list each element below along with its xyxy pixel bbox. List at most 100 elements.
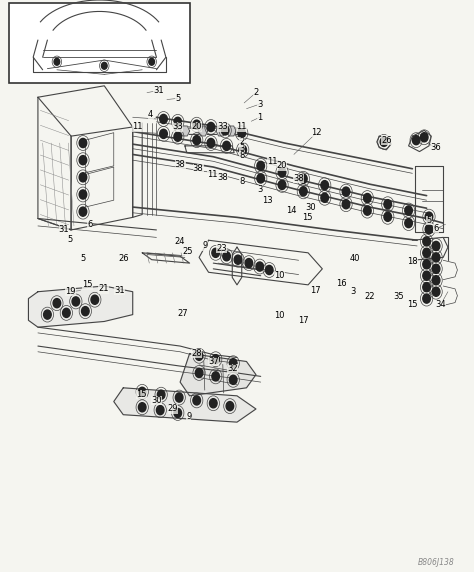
Circle shape — [101, 62, 107, 69]
Circle shape — [223, 252, 230, 261]
Circle shape — [423, 260, 430, 269]
Text: 6: 6 — [433, 224, 439, 233]
Circle shape — [423, 283, 430, 292]
Text: 10: 10 — [274, 311, 285, 320]
Text: 8: 8 — [239, 151, 245, 160]
Circle shape — [229, 359, 237, 368]
Text: 9: 9 — [186, 412, 191, 421]
Text: 33: 33 — [218, 122, 228, 132]
Text: 27: 27 — [177, 309, 188, 318]
Circle shape — [300, 186, 307, 196]
Circle shape — [193, 120, 201, 129]
Circle shape — [212, 355, 219, 364]
Text: 5: 5 — [80, 254, 86, 263]
Text: 11: 11 — [207, 170, 218, 179]
Text: 2: 2 — [253, 88, 259, 97]
Circle shape — [265, 265, 273, 275]
Text: 36: 36 — [431, 143, 441, 152]
Text: 8: 8 — [239, 177, 245, 186]
Text: 5: 5 — [426, 216, 432, 225]
Circle shape — [175, 393, 183, 402]
Circle shape — [149, 58, 155, 65]
Text: 38: 38 — [175, 160, 185, 169]
Text: 26: 26 — [118, 254, 128, 263]
Circle shape — [63, 308, 70, 317]
Text: 13: 13 — [263, 196, 273, 205]
Circle shape — [212, 372, 219, 381]
Text: 26: 26 — [381, 136, 392, 145]
Text: 15: 15 — [136, 390, 146, 399]
Text: 3: 3 — [257, 185, 263, 194]
Circle shape — [423, 237, 430, 246]
Circle shape — [423, 294, 430, 303]
Circle shape — [256, 262, 264, 271]
Circle shape — [221, 126, 229, 135]
Circle shape — [79, 138, 87, 148]
Text: 17: 17 — [310, 286, 320, 295]
Text: 38: 38 — [193, 164, 203, 173]
Circle shape — [229, 375, 237, 384]
Text: 5: 5 — [67, 235, 73, 244]
Circle shape — [160, 114, 167, 124]
Circle shape — [195, 368, 203, 378]
Circle shape — [138, 387, 146, 396]
Circle shape — [423, 248, 430, 257]
Polygon shape — [180, 126, 190, 136]
Text: 32: 32 — [227, 364, 237, 374]
Circle shape — [195, 351, 203, 360]
Text: 3: 3 — [257, 100, 263, 109]
Text: 31: 31 — [154, 86, 164, 95]
Text: 11: 11 — [132, 122, 143, 132]
Circle shape — [174, 408, 182, 418]
Circle shape — [138, 403, 146, 412]
Circle shape — [321, 193, 328, 202]
Circle shape — [380, 137, 388, 146]
Circle shape — [245, 259, 253, 268]
Text: 14: 14 — [286, 206, 297, 215]
Circle shape — [432, 253, 440, 262]
Circle shape — [342, 187, 350, 196]
Circle shape — [423, 271, 430, 280]
Polygon shape — [227, 126, 236, 136]
Text: 11: 11 — [237, 122, 247, 132]
Circle shape — [82, 307, 89, 316]
Circle shape — [425, 225, 433, 234]
Polygon shape — [28, 286, 133, 327]
Text: 11: 11 — [267, 157, 278, 166]
Text: 3: 3 — [239, 144, 245, 153]
Text: 38: 38 — [293, 174, 304, 183]
Text: B806J138: B806J138 — [418, 558, 455, 567]
Text: 6: 6 — [87, 220, 93, 229]
Text: 5: 5 — [175, 94, 181, 103]
Circle shape — [239, 145, 246, 154]
Text: 15: 15 — [407, 300, 418, 309]
Text: 38: 38 — [218, 173, 228, 182]
Text: 4: 4 — [148, 110, 154, 119]
Circle shape — [174, 132, 182, 141]
Circle shape — [432, 264, 440, 273]
Circle shape — [238, 129, 246, 138]
Circle shape — [72, 297, 80, 306]
Text: 10: 10 — [274, 271, 285, 280]
Text: 40: 40 — [349, 254, 360, 263]
Text: 33: 33 — [173, 122, 183, 132]
Text: 17: 17 — [298, 316, 309, 325]
Circle shape — [257, 174, 264, 183]
Text: 19: 19 — [65, 287, 75, 296]
Circle shape — [226, 402, 234, 411]
Circle shape — [193, 136, 201, 145]
Text: 20: 20 — [191, 122, 202, 132]
Text: 30: 30 — [151, 396, 162, 405]
Circle shape — [300, 174, 307, 183]
Circle shape — [207, 138, 215, 148]
Circle shape — [207, 122, 215, 132]
Circle shape — [156, 406, 164, 415]
Text: 1: 1 — [257, 113, 263, 122]
Circle shape — [405, 219, 412, 228]
Text: 30: 30 — [305, 202, 316, 212]
Circle shape — [223, 141, 230, 150]
Text: 29: 29 — [168, 404, 178, 414]
Circle shape — [212, 248, 219, 257]
Text: 24: 24 — [175, 237, 185, 246]
Text: 31: 31 — [59, 225, 69, 235]
